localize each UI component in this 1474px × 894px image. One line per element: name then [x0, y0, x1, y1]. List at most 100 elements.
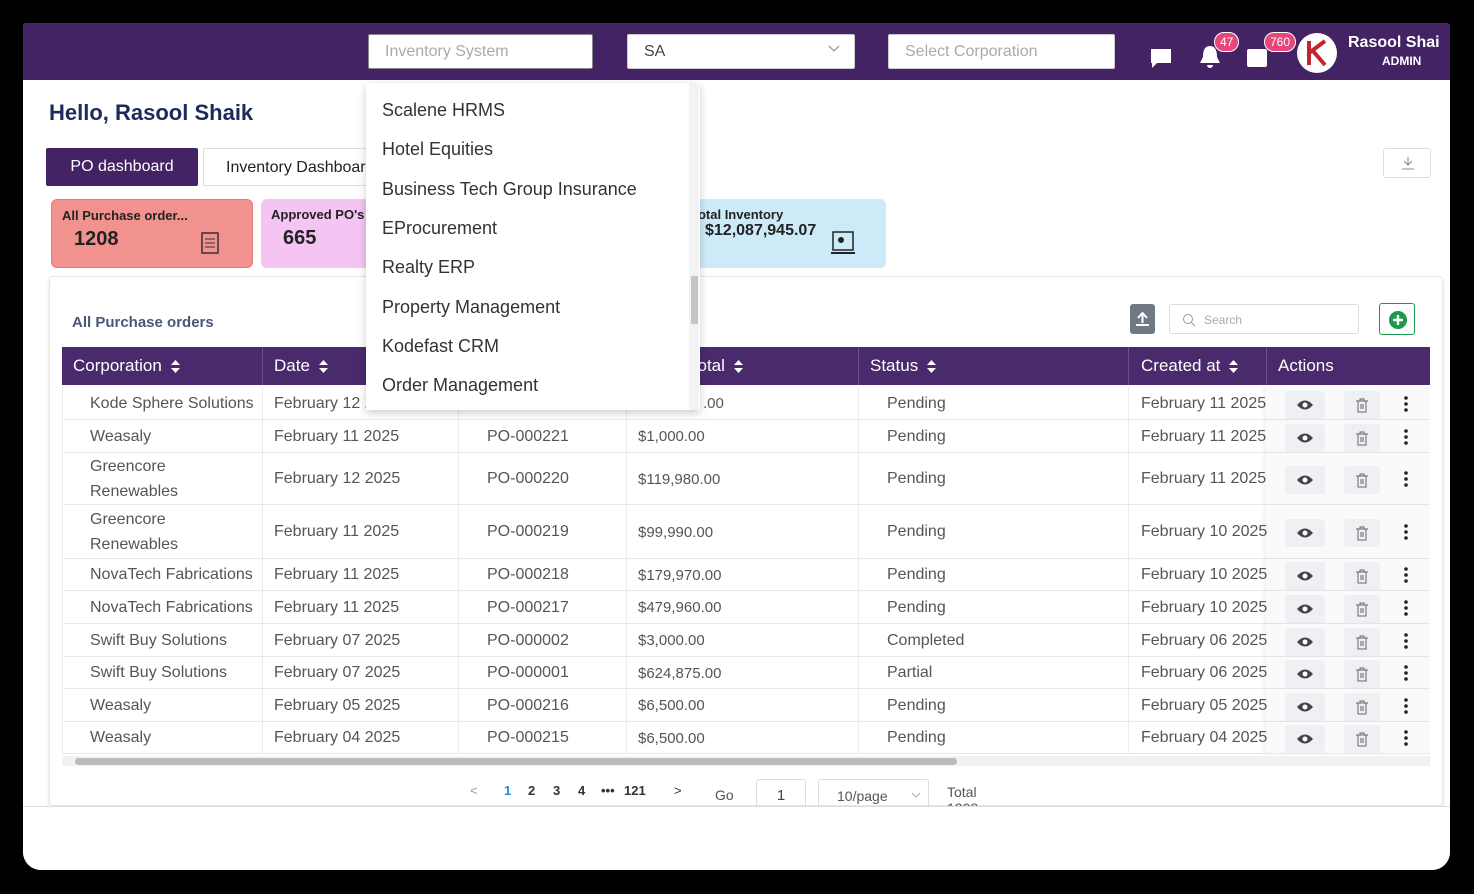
screen: Inventory System SA Select Corporation 4… [23, 23, 1450, 870]
dropdown-item[interactable]: Scalene HRMS [382, 100, 506, 120]
card-label: All Purchase order... [62, 208, 188, 223]
delete-button[interactable] [1344, 562, 1380, 590]
more-button[interactable] [1401, 566, 1411, 584]
download-button[interactable] [1383, 148, 1431, 178]
column-label: Created at [1141, 356, 1221, 375]
tab-active[interactable]: PO dashboard [46, 148, 198, 186]
view-button[interactable] [1285, 519, 1325, 547]
upload-button[interactable] [1130, 304, 1155, 334]
table-cell: February 11 2025 [274, 566, 400, 583]
page-link[interactable]: 121 [624, 783, 646, 798]
delete-button[interactable] [1344, 466, 1380, 494]
trash-icon [1356, 700, 1368, 714]
sort-icon [170, 359, 180, 373]
more-button[interactable] [1401, 632, 1411, 650]
cell-divider [626, 505, 627, 559]
view-button[interactable] [1285, 562, 1325, 590]
page-link[interactable]: 2 [528, 783, 536, 798]
next[interactable]: > [674, 783, 682, 798]
page-link[interactable]: 3 [553, 783, 561, 798]
view-button[interactable] [1285, 390, 1325, 419]
kebab-icon [1404, 730, 1408, 746]
dropdown: Scalene HRMS Hotel Equities Business Tech … [366, 83, 700, 410]
dropdown-item[interactable]: Kodefast CRM [382, 335, 500, 356]
trash-icon [1356, 635, 1368, 649]
prev[interactable]: < [470, 783, 478, 798]
more-button[interactable] [1401, 428, 1411, 446]
cell-divider [858, 453, 859, 505]
dropdown-item[interactable]: EProcurement [382, 217, 498, 238]
bell-icon[interactable] [1197, 43, 1223, 71]
table-cell: Pending [887, 470, 946, 487]
inventory-input[interactable]: Inventory System [368, 34, 593, 69]
sort-icon [733, 359, 743, 373]
table-row [62, 420, 1430, 453]
message-icon[interactable] [1245, 45, 1269, 69]
delete-button[interactable] [1344, 519, 1380, 547]
add-button[interactable] [1379, 303, 1415, 335]
chat-icon[interactable] [1149, 47, 1173, 69]
view-button[interactable] [1285, 660, 1325, 688]
delete-button[interactable] [1344, 692, 1380, 721]
view-button[interactable] [1285, 423, 1325, 452]
delete-button[interactable] [1344, 423, 1380, 452]
eye-icon [1297, 571, 1313, 581]
avatar[interactable] [1295, 31, 1339, 75]
table-cell: $6,500.00 [638, 697, 705, 714]
column-header[interactable]: Date [274, 347, 329, 385]
view-button[interactable] [1285, 725, 1325, 753]
more-button[interactable] [1401, 523, 1411, 541]
kebab-icon [1404, 632, 1408, 649]
view-button[interactable] [1285, 627, 1325, 656]
cell-divider [626, 624, 627, 657]
delete-button[interactable] [1344, 627, 1380, 656]
table-cell: Kode Sphere Solutions [90, 394, 254, 412]
more-button[interactable] [1401, 729, 1411, 747]
corporation-select[interactable]: Select Corporation [888, 34, 1115, 69]
column-header[interactable]: Corporation [73, 347, 181, 385]
delete-button[interactable] [1344, 660, 1380, 688]
more-button[interactable] [1401, 697, 1411, 715]
scroll-thumb[interactable] [75, 758, 957, 765]
page-link[interactable]: 1 [504, 783, 512, 798]
view-button[interactable] [1285, 594, 1325, 623]
page-size[interactable]: 10/page [818, 779, 929, 809]
more-button[interactable] [1401, 664, 1411, 682]
table-cell: February 05 2025 [1141, 696, 1268, 714]
column-header[interactable]: Status [870, 347, 937, 385]
cell-divider [858, 689, 859, 722]
table-row [62, 453, 1430, 505]
cell-divider [858, 420, 859, 453]
goto-input[interactable]: 1 [756, 779, 806, 809]
column-header[interactable]: Created at [1141, 347, 1239, 385]
page-link[interactable]: ••• [601, 783, 615, 798]
cell-divider [458, 689, 459, 722]
dropdown-item[interactable]: Business Tech Group Insurance [382, 178, 637, 199]
delete-button[interactable] [1344, 725, 1380, 753]
region-select[interactable]: SA [627, 34, 855, 69]
dropdown-item[interactable]: Property Management [382, 296, 561, 317]
table-cell: February 10 2025 [1141, 598, 1268, 616]
kebab-icon [1404, 428, 1408, 445]
page-link[interactable]: 4 [578, 783, 586, 798]
more-button[interactable] [1401, 470, 1411, 488]
more-button[interactable] [1401, 395, 1411, 413]
delete-button[interactable] [1344, 390, 1380, 419]
dropdown-item[interactable]: Hotel Equities [382, 139, 494, 160]
dropdown-item[interactable]: Realty ERP [382, 257, 476, 278]
table-cell: Pending [887, 427, 946, 445]
table-row [62, 387, 1430, 420]
delete-button[interactable] [1344, 594, 1380, 623]
dropdown-item[interactable]: Order Management [382, 375, 539, 396]
dropdown-scroll-thumb[interactable] [691, 276, 698, 324]
search-input[interactable]: Search [1169, 304, 1359, 334]
view-button[interactable] [1285, 466, 1325, 494]
card: All Purchase order... 1208 [51, 199, 253, 268]
table-cell: Partial [887, 664, 933, 681]
cell-divider [262, 657, 263, 689]
cell-divider [458, 559, 459, 591]
more-button[interactable] [1401, 599, 1411, 617]
view-button[interactable] [1285, 692, 1325, 721]
cell-divider [626, 591, 627, 624]
cell-divider [262, 420, 263, 453]
